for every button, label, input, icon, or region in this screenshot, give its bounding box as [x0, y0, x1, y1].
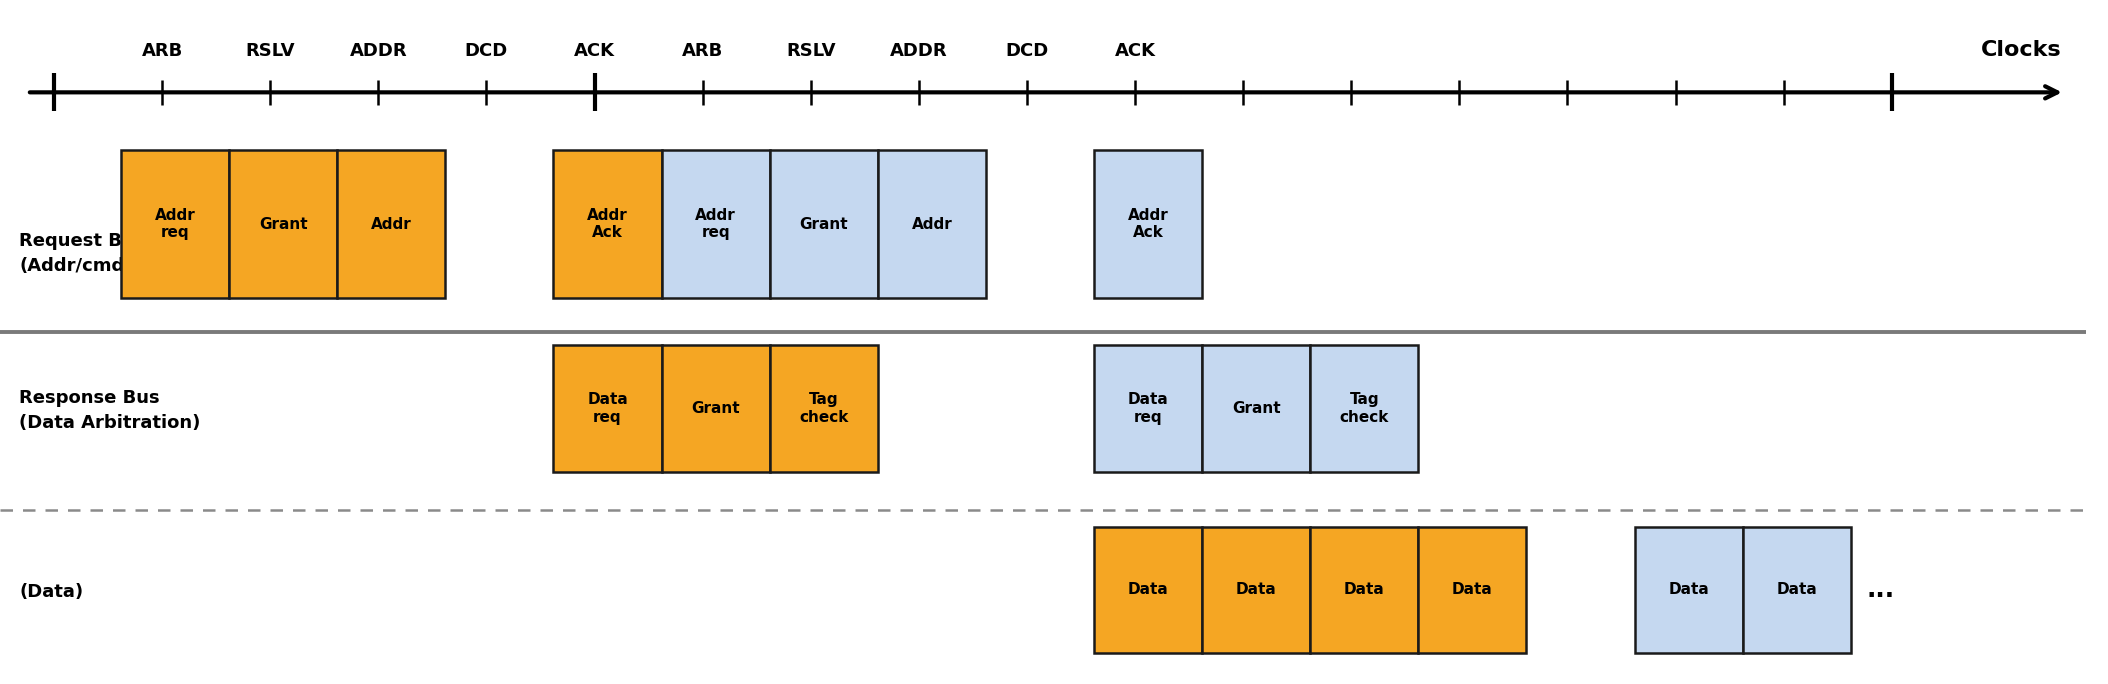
FancyBboxPatch shape — [662, 345, 769, 472]
Text: Data: Data — [1452, 583, 1492, 597]
FancyBboxPatch shape — [769, 150, 877, 298]
Text: ACK: ACK — [573, 42, 616, 60]
Text: Response Bus
(Data Arbitration): Response Bus (Data Arbitration) — [19, 389, 200, 432]
Text: (Data): (Data) — [19, 583, 84, 601]
Text: Addr: Addr — [911, 217, 953, 231]
FancyBboxPatch shape — [1094, 527, 1202, 653]
Text: Data: Data — [1235, 583, 1277, 597]
Text: ADDR: ADDR — [350, 42, 407, 60]
Text: Data
req: Data req — [588, 393, 628, 425]
Text: ACK: ACK — [1115, 42, 1155, 60]
FancyBboxPatch shape — [1202, 527, 1311, 653]
FancyBboxPatch shape — [337, 150, 445, 298]
Text: Tag
check: Tag check — [1339, 393, 1389, 425]
Text: Addr: Addr — [371, 217, 411, 231]
Text: RSLV: RSLV — [786, 42, 835, 60]
FancyBboxPatch shape — [1419, 527, 1526, 653]
FancyBboxPatch shape — [877, 150, 987, 298]
Text: Clocks: Clocks — [1982, 40, 2062, 60]
Text: Addr
Ack: Addr Ack — [1128, 208, 1168, 240]
FancyBboxPatch shape — [120, 150, 230, 298]
Text: DCD: DCD — [1006, 42, 1048, 60]
Text: ARB: ARB — [683, 42, 723, 60]
FancyBboxPatch shape — [1634, 527, 1743, 653]
FancyBboxPatch shape — [1743, 527, 1851, 653]
Text: Grant: Grant — [1231, 402, 1280, 416]
Text: Data: Data — [1777, 583, 1817, 597]
Text: Request Bus
(Addr/cmd): Request Bus (Addr/cmd) — [19, 232, 145, 274]
FancyBboxPatch shape — [1094, 345, 1202, 472]
FancyBboxPatch shape — [769, 345, 877, 472]
FancyBboxPatch shape — [554, 345, 662, 472]
Text: Grant: Grant — [259, 217, 308, 231]
Text: Addr
req: Addr req — [154, 208, 196, 240]
Text: Data
req: Data req — [1128, 393, 1168, 425]
Text: Tag
check: Tag check — [799, 393, 847, 425]
FancyBboxPatch shape — [662, 150, 769, 298]
FancyBboxPatch shape — [1202, 345, 1311, 472]
Text: Data: Data — [1128, 583, 1168, 597]
Text: ADDR: ADDR — [890, 42, 949, 60]
FancyBboxPatch shape — [1311, 345, 1419, 472]
Text: Addr
Ack: Addr Ack — [588, 208, 628, 240]
FancyBboxPatch shape — [1094, 150, 1202, 298]
Text: RSLV: RSLV — [245, 42, 295, 60]
Text: Data: Data — [1667, 583, 1710, 597]
Text: DCD: DCD — [466, 42, 508, 60]
Text: Addr
req: Addr req — [696, 208, 736, 240]
Text: Data: Data — [1345, 583, 1385, 597]
FancyBboxPatch shape — [230, 150, 337, 298]
FancyBboxPatch shape — [554, 150, 662, 298]
Text: ARB: ARB — [141, 42, 183, 60]
Text: Grant: Grant — [691, 402, 740, 416]
FancyBboxPatch shape — [1311, 527, 1419, 653]
Text: ...: ... — [1868, 578, 1895, 602]
Text: Grant: Grant — [799, 217, 847, 231]
